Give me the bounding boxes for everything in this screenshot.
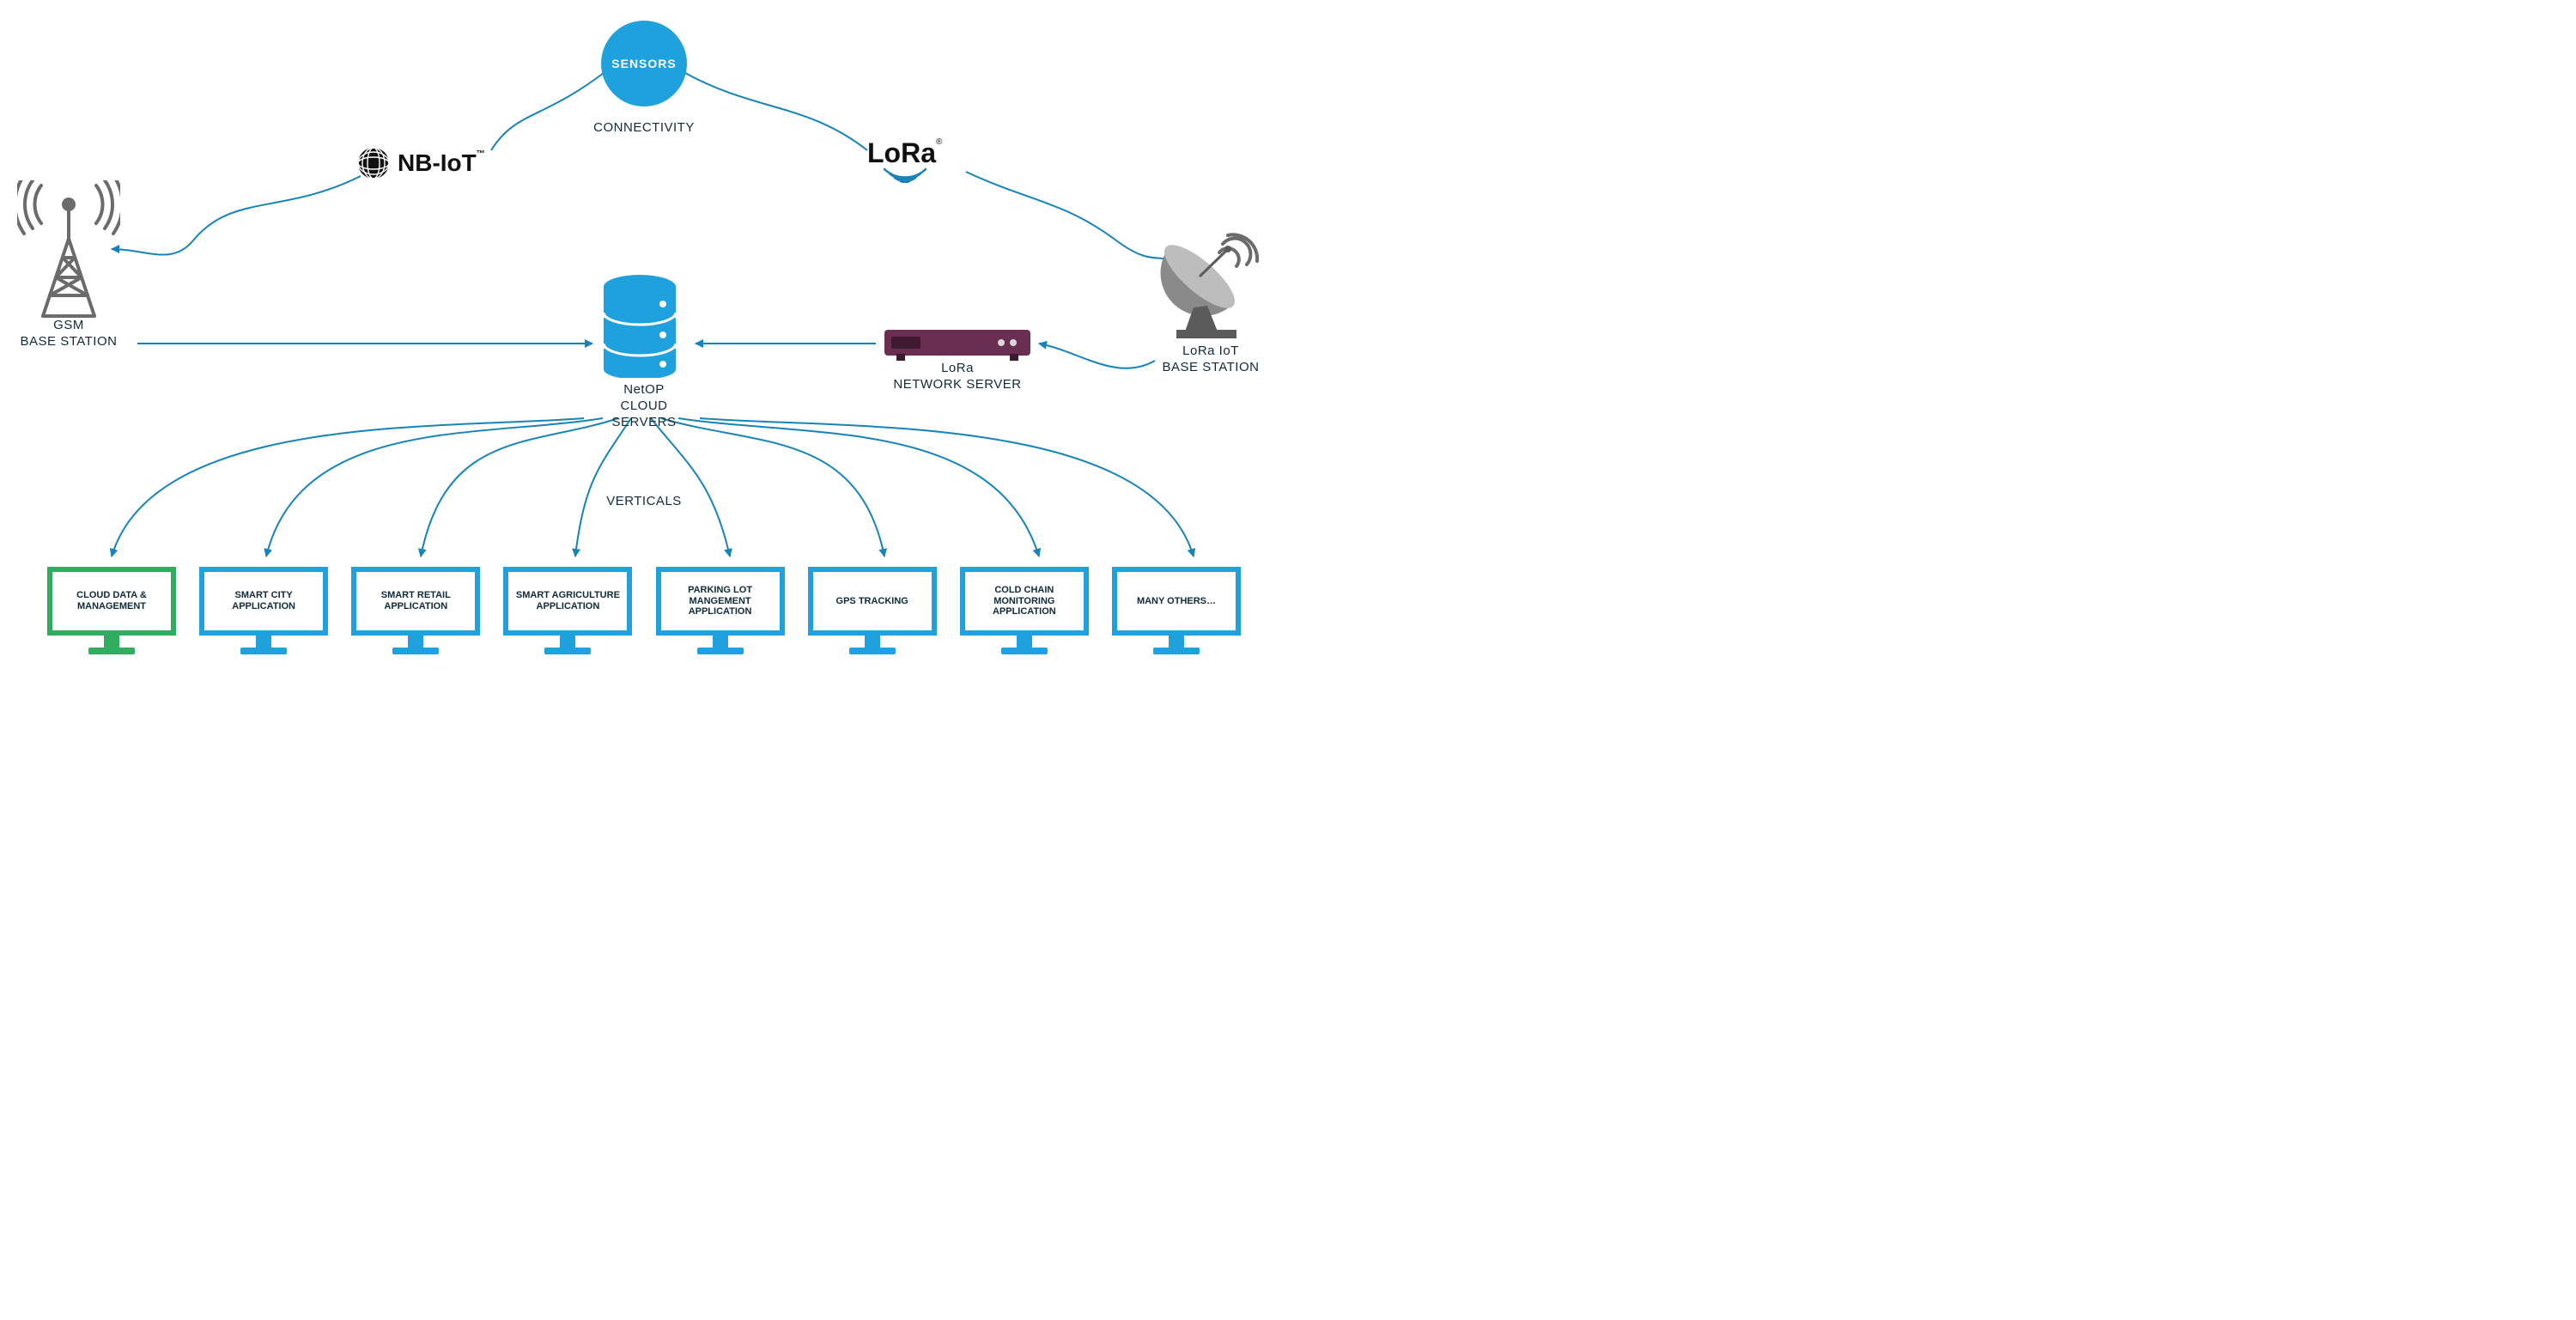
monitor-base: [1153, 648, 1200, 654]
monitor-screen: COLD CHAIN MONITORING APPLICATION: [960, 567, 1089, 636]
monitor-item: MANY OTHERS…: [1112, 567, 1241, 654]
cloud-db-icon: [601, 275, 678, 378]
cloud-db-label: NetOP CLOUD SERVERS: [601, 382, 687, 430]
monitor-item: PARKING LOT MANGEMENT APPLICATION: [656, 567, 785, 654]
monitor-item: SMART CITY APPLICATION: [199, 567, 328, 654]
monitor-base: [240, 648, 287, 654]
nbiot-logo: NB-IoT™: [356, 146, 485, 180]
sensors-label: SENSORS: [611, 57, 676, 70]
lora-logo: LoRa®: [867, 137, 942, 183]
monitor-stand: [1169, 636, 1184, 648]
monitor-item: GPS TRACKING: [808, 567, 937, 654]
monitor-stand: [1017, 636, 1032, 648]
gsm-label: GSM BASE STATION: [0, 318, 137, 350]
network-server-icon: [884, 326, 1030, 361]
monitors-row: CLOUD DATA & MANAGEMENT SMART CITY APPLIC…: [0, 567, 1288, 654]
monitor-base: [392, 648, 439, 654]
lora-text: LoRa: [867, 137, 936, 168]
connectivity-label: CONNECTIVITY: [592, 120, 696, 137]
monitor-screen: SMART CITY APPLICATION: [199, 567, 328, 636]
globe-icon: [356, 146, 391, 180]
monitor-screen: PARKING LOT MANGEMENT APPLICATION: [656, 567, 785, 636]
monitor-stand: [104, 636, 119, 648]
monitor-stand: [408, 636, 423, 648]
monitor-base: [544, 648, 591, 654]
monitor-item: COLD CHAIN MONITORING APPLICATION: [960, 567, 1089, 654]
monitor-item: SMART RETAIL APPLICATION: [351, 567, 480, 654]
monitor-screen: GPS TRACKING: [808, 567, 937, 636]
monitor-base: [88, 648, 135, 654]
monitor-stand: [256, 636, 271, 648]
sensors-node: SENSORS: [601, 21, 687, 106]
monitor-item: SMART AGRICULTURE APPLICATION: [503, 567, 632, 654]
monitor-screen: SMART RETAIL APPLICATION: [351, 567, 480, 636]
nbiot-text-b: IoT: [440, 149, 477, 176]
verticals-label: VERTICALS: [601, 494, 687, 510]
monitor-screen: MANY OTHERS…: [1112, 567, 1241, 636]
monitor-stand: [865, 636, 880, 648]
monitor-screen: SMART AGRICULTURE APPLICATION: [503, 567, 632, 636]
monitor-item: CLOUD DATA & MANAGEMENT: [47, 567, 176, 654]
network-server-label: LoRa NETWORK SERVER: [884, 361, 1030, 393]
monitor-screen: CLOUD DATA & MANAGEMENT: [47, 567, 176, 636]
monitor-base: [697, 648, 744, 654]
lora-dish-icon: [1151, 223, 1262, 344]
monitor-base: [849, 648, 896, 654]
monitor-stand: [713, 636, 728, 648]
lora-bs-label: LoRa IoT BASE STATION: [1142, 344, 1279, 376]
gsm-tower-icon: [17, 180, 120, 318]
monitor-stand: [560, 636, 575, 648]
monitor-base: [1001, 648, 1048, 654]
diagram-canvas: SENSORS CONNECTIVITY NB-IoT™ LoRa®: [0, 0, 1288, 661]
nbiot-text-a: NB-: [398, 149, 440, 176]
lora-waves-icon: [879, 166, 931, 183]
